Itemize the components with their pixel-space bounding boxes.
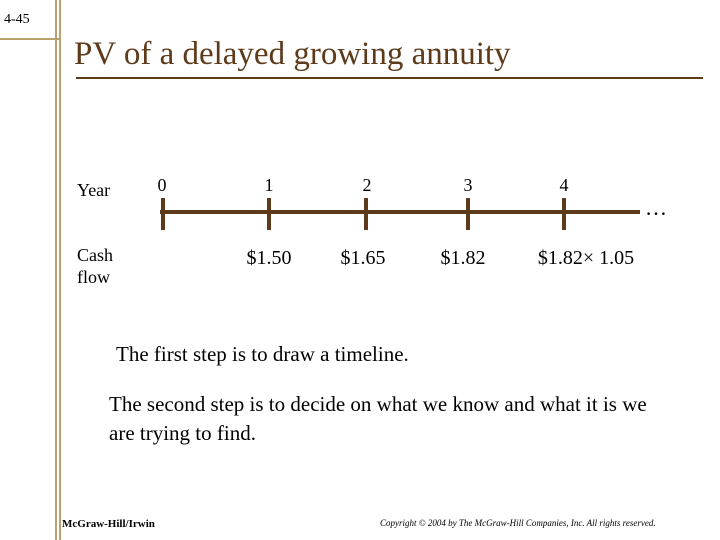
step-one-text: The first step is to draw a timeline.: [116, 342, 409, 366]
year-row-label: Year: [77, 180, 111, 200]
cashflow-row-label: Cash flow: [77, 245, 113, 287]
corner-rule: [0, 38, 61, 40]
slide-title: PV of a delayed growing annuity: [74, 36, 511, 72]
year-2: 2: [362, 175, 372, 195]
timeline-continuation: …: [645, 195, 667, 220]
year-3: 3: [463, 175, 473, 195]
year-0: 0: [157, 175, 167, 195]
publisher-footer: McGraw-Hill/Irwin: [62, 518, 155, 530]
title-underline: [76, 77, 703, 79]
copyright-footer: Copyright © 2004 by The McGraw-Hill Comp…: [380, 518, 656, 528]
left-border-rule: [55, 0, 61, 540]
slide-number: 4-45: [4, 12, 30, 27]
cashflow-1: $1.50: [246, 247, 292, 269]
year-4: 4: [559, 175, 569, 195]
cashflow-4: $1.82× 1.05: [537, 247, 635, 269]
cashflow-2: $1.65: [340, 247, 386, 269]
year-1: 1: [264, 175, 274, 195]
step-two-text: The second step is to decide on what we …: [109, 392, 647, 445]
cashflow-3: $1.82: [440, 247, 486, 269]
